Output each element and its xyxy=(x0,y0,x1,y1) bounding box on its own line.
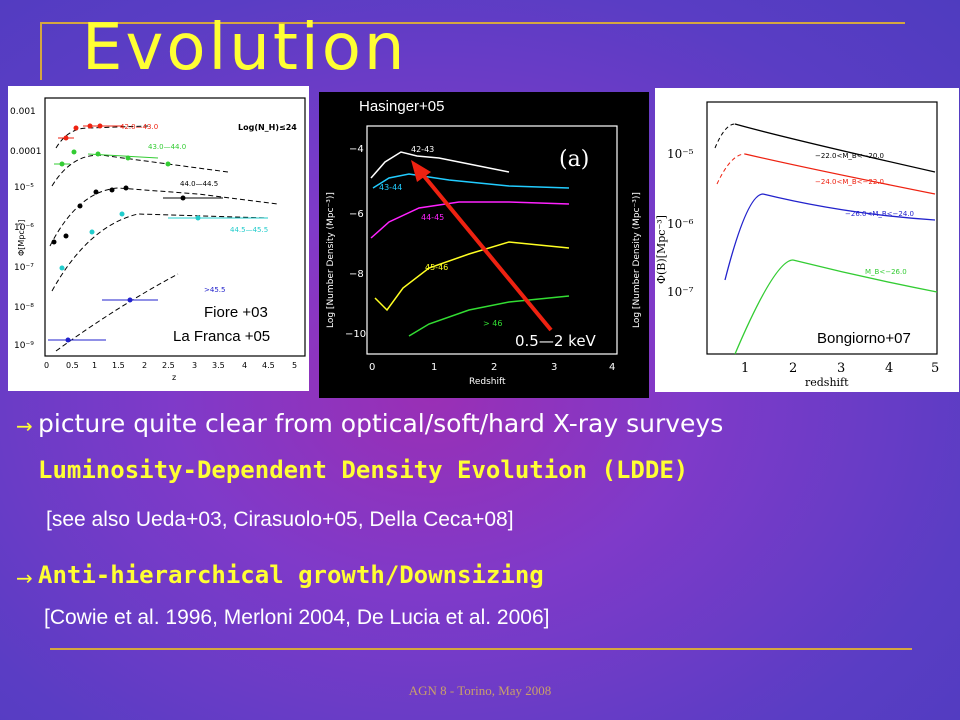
left-ytick: 0.0001 xyxy=(10,147,42,157)
left-xtick: 3.5 xyxy=(212,361,225,370)
bullet-2-reference: [Cowie et al. 1996, Merloni 2004, De Luc… xyxy=(44,606,550,629)
left-figure-panel: 0.001 0.0001 10⁻⁵ 10⁻⁶ 10⁻⁷ 10⁻⁸ 10⁻⁹ Φ[… xyxy=(8,86,309,391)
right-xtick: 2 xyxy=(789,361,797,376)
bullet-2-text: Anti-hierarchical growth/Downsizing xyxy=(38,561,544,589)
right-xtick: 4 xyxy=(885,361,893,376)
left-series-label: 44.5—45.5 xyxy=(230,226,268,234)
right-xtick: 5 xyxy=(931,361,939,376)
middle-header: Hasinger+05 xyxy=(359,98,445,115)
middle-ylabel-right: Log [Number Density (Mpc⁻³)] xyxy=(632,192,642,328)
right-ytick: 10⁻⁵ xyxy=(667,147,694,161)
middle-xtick: 2 xyxy=(491,362,497,373)
right-series-label: M_B<−26.0 xyxy=(865,268,907,276)
middle-series-label: 43-44 xyxy=(379,183,402,192)
left-ytick: 0.001 xyxy=(10,107,36,117)
left-xlabel: z xyxy=(172,373,176,382)
middle-ytick: −4 xyxy=(349,144,364,155)
middle-xtick: 1 xyxy=(431,362,437,373)
left-xtick: 1.5 xyxy=(112,361,125,370)
arrow-bullet-icon: → xyxy=(16,566,33,590)
middle-xtick: 4 xyxy=(609,362,615,373)
arrow-bullet-icon: → xyxy=(16,414,33,438)
slide-footer: AGN 8 - Torino, May 2008 xyxy=(408,683,552,698)
left-ytick: 10⁻⁶ xyxy=(14,223,34,233)
left-series-label: 42.0—43.0 xyxy=(120,123,158,131)
right-figure-panel: 10⁻⁵ 10⁻⁶ 10⁻⁷ Φ(B)[Mpc⁻³] 1 2 3 4 5 red… xyxy=(655,88,959,392)
left-xtick: 4.5 xyxy=(262,361,275,370)
left-ytick: 10⁻⁸ xyxy=(14,303,34,313)
left-xtick: 2 xyxy=(142,361,147,370)
middle-series-label: 45-46 xyxy=(425,263,448,272)
middle-band: 0.5—2 keV xyxy=(515,332,597,350)
right-series-label: −24.0<M_B<−22.0 xyxy=(815,178,884,186)
right-ytick: 10⁻⁶ xyxy=(667,217,694,231)
middle-xtick: 0 xyxy=(369,362,375,373)
right-xtick: 3 xyxy=(837,361,845,376)
slide-title: Evolution xyxy=(82,11,408,85)
middle-panel-tag: (a) xyxy=(559,147,589,172)
right-ylabel: Φ(B)[Mpc⁻³] xyxy=(655,215,668,284)
bullet-1-text: picture quite clear from optical/soft/ha… xyxy=(38,409,724,438)
credit-bongiorno: Bongiorno+07 xyxy=(817,330,911,347)
right-series-label: −26.0<M_B<−24.0 xyxy=(845,210,914,218)
left-xtick: 3 xyxy=(192,361,197,370)
bullet-1-reference: [see also Ueda+03, Cirasuolo+05, Della C… xyxy=(46,508,514,531)
top-rule xyxy=(40,22,905,24)
right-series-label: −22.0<M_B<−20.0 xyxy=(815,152,884,160)
middle-ytick: −6 xyxy=(349,209,364,220)
left-plot: 0.001 0.0001 10⁻⁵ 10⁻⁶ 10⁻⁷ 10⁻⁸ 10⁻⁹ Φ[… xyxy=(10,97,306,382)
middle-xlabel: Redshift xyxy=(469,377,506,387)
middle-ytick: −10 xyxy=(345,329,366,340)
left-xtick: 1 xyxy=(92,361,97,370)
left-ylabel: Φ[Mpc⁻³] xyxy=(17,220,26,256)
left-xtick: 0 xyxy=(44,361,49,370)
left-xtick: 2.5 xyxy=(162,361,175,370)
left-xtick: 5 xyxy=(292,361,297,370)
top-left-vrule xyxy=(40,22,42,80)
left-legend: Log(N_H)≤24 xyxy=(238,123,297,132)
middle-ytick: −8 xyxy=(349,269,364,280)
middle-series-label: > 46 xyxy=(483,319,502,328)
left-series-label: >45.5 xyxy=(204,286,225,294)
middle-xtick: 3 xyxy=(551,362,557,373)
bullet-1-subtext: Luminosity-Dependent Density Evolution (… xyxy=(38,456,689,484)
middle-series-label: 42-43 xyxy=(411,145,434,154)
middle-ylabel: Log [Number Density (Mpc⁻³)] xyxy=(326,192,336,328)
right-xlabel: redshift xyxy=(805,376,849,389)
middle-series-label: 44-45 xyxy=(421,213,444,222)
credit-fiore: Fiore +03 xyxy=(204,304,268,321)
right-ytick: 10⁻⁷ xyxy=(667,285,694,299)
right-xtick: 1 xyxy=(741,361,749,376)
right-plot: 10⁻⁵ 10⁻⁶ 10⁻⁷ Φ(B)[Mpc⁻³] 1 2 3 4 5 red… xyxy=(655,101,939,389)
credit-la-franca: La Franca +05 xyxy=(173,328,271,345)
left-series-label: 44.0—44.5 xyxy=(180,180,218,188)
middle-figure-panel: −4 −6 −8 −10 Log [Number Density (Mpc⁻³)… xyxy=(319,92,649,398)
left-ytick: 10⁻⁷ xyxy=(14,263,34,273)
left-ytick: 10⁻⁹ xyxy=(14,341,34,351)
left-xtick: 0.5 xyxy=(66,361,79,370)
left-ytick: 10⁻⁵ xyxy=(14,183,34,193)
left-series-label: 43.0—44.0 xyxy=(148,143,186,151)
left-xtick: 4 xyxy=(242,361,247,370)
bottom-rule xyxy=(50,648,912,650)
middle-plot: −4 −6 −8 −10 Log [Number Density (Mpc⁻³)… xyxy=(326,125,642,387)
